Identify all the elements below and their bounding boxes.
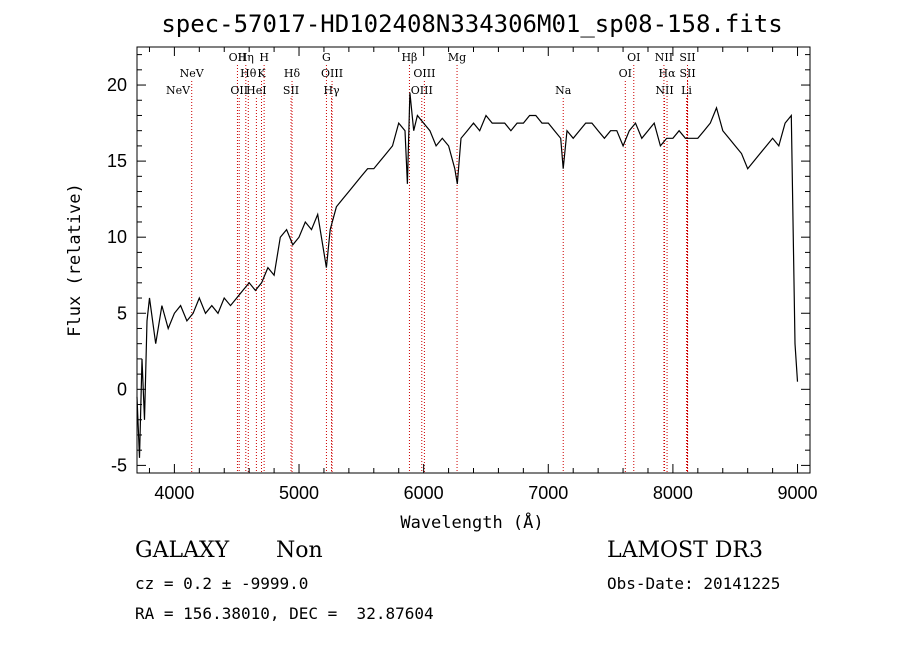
emission-line-label: G [322,51,331,64]
x-axis-label: Wavelength (Å) [400,511,543,533]
series-layer [136,92,799,458]
emission-line-label: Hδ [284,67,301,80]
y-tick-label: 5 [117,303,127,323]
x-tick-label: 8000 [653,483,693,503]
coordinates-line: RA = 156.38010, DEC = 32.87604 [135,604,434,623]
emission-line-label: NeV [180,67,205,80]
emission-line-label: HeI [246,84,266,97]
y-axis-label: Flux (relative) [65,183,85,337]
emission-line-label: Hβ [401,51,417,64]
x-tick-label: 5000 [279,483,319,503]
y-tick-label: 20 [107,75,127,95]
emission-line-label: K [257,67,266,80]
emission-line-label: OII [230,84,248,97]
object-subclass: Non [276,538,323,563]
emission-line-label: Hγ [323,84,340,97]
emission-line-label: OIII [321,67,343,80]
y-tick-label: 15 [107,151,127,171]
emission-line-label: SII [283,84,299,97]
x-tick-label: 4000 [154,483,194,503]
emission-line-label: NII [655,51,673,64]
emission-line-label: Mg [448,51,466,64]
survey-name: LAMOST DR3 [607,538,763,563]
emission-line-label: NII [655,84,673,97]
emission-line-label: H [259,51,269,64]
emission-line-label: Na [555,84,572,97]
redshift-line: cz = 0.2 ± -9999.0 [135,574,309,593]
emission-line-markers [191,65,689,473]
x-tick-label: 7000 [528,483,568,503]
observation-date: Obs-Date: 20141225 [607,574,781,593]
emission-line-label: Li [681,84,692,97]
chart-title: spec-57017-HD102408N334306M01_sp08-158.f… [161,10,782,38]
emission-line-label: OIII [411,84,433,97]
emission-line-label: Hθ [240,67,257,80]
x-tick-label: 6000 [404,483,444,503]
emission-line-label: OI [619,67,632,80]
object-class: GALAXY [135,538,230,563]
emission-line-label: OIII [413,67,435,80]
emission-line-label: OI [627,51,640,64]
emission-line-label: Hα [659,67,677,80]
spectrum-line [136,92,799,458]
emission-line-label: Hη [238,51,254,64]
y-tick-label: 0 [117,379,127,399]
emission-line-label: OII [229,51,247,64]
y-tick-label: 10 [107,227,127,247]
emission-line-label: SII [679,51,695,64]
axis-ticks: 4000 5000 6000 7000 8000 9000 -5 0 5 10 15 20 [107,47,818,503]
x-tick-label: 9000 [778,483,818,503]
emission-line-label: NeV [166,84,191,97]
emission-line-label: SII [679,67,695,80]
y-tick-label: -5 [111,455,127,475]
